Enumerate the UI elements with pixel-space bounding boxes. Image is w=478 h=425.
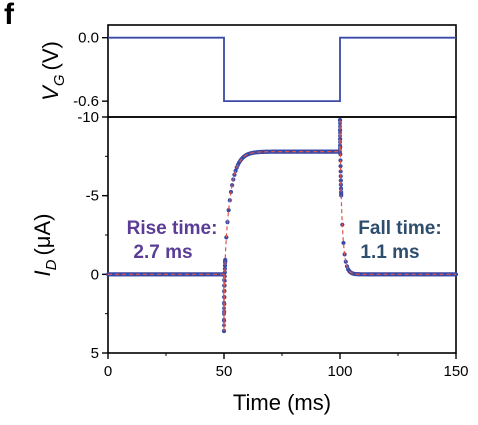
data-point	[338, 149, 342, 154]
top-y-tick-label: 0.0	[78, 30, 99, 47]
x-tick-label: 50	[216, 363, 233, 380]
x-tick-label: 100	[327, 363, 352, 380]
rise-annotation-line2: 2.7 ms	[133, 242, 192, 263]
top-plot-frame	[107, 24, 457, 118]
bottom-y-axis-label: ID(μA)	[30, 214, 60, 277]
bottom-y-tick-label: 5	[91, 345, 99, 362]
data-point	[223, 257, 228, 263]
fall-annotation-line1: Fall time:	[358, 218, 441, 239]
gate-voltage-trace	[108, 36, 456, 103]
data-point	[341, 240, 346, 246]
data-point	[338, 178, 343, 183]
bottom-panel: -10-505 0 50 100 150 ID(μA) Time (ms) Rise …	[30, 109, 469, 415]
bottom-y-tick-label: 0	[91, 266, 99, 283]
data-point	[222, 263, 228, 268]
panel-letter: f	[4, 0, 14, 31]
x-tick-label: 0	[104, 363, 112, 380]
top-panel: 0.0 -0.6 VG(V)	[38, 24, 457, 118]
x-tick-label: 150	[443, 363, 468, 380]
rise-annotation-line1: Rise time:	[127, 218, 218, 239]
fall-annotation-line2: 1.1 ms	[360, 242, 419, 263]
data-point	[338, 137, 342, 141]
data-point	[224, 235, 229, 240]
bottom-y-ticks: -10 -5 0 5	[77, 109, 108, 362]
top-y-axis-label: VG(V)	[38, 41, 68, 101]
top-y-tick-label: -0.6	[73, 93, 99, 110]
data-point	[338, 143, 342, 148]
bottom-y-tick-label: -10	[77, 109, 99, 126]
top-y-ticks: 0.0 -0.6	[73, 30, 108, 110]
x-axis-label: Time (ms)	[233, 390, 331, 415]
bottom-x-ticks: 0 50 100 150	[104, 353, 469, 380]
data-point	[338, 169, 343, 174]
data-point	[226, 208, 231, 213]
data-point	[233, 168, 238, 173]
drain-current-fit-line	[108, 120, 456, 331]
bottom-y-tick-label: -5	[86, 188, 99, 205]
data-point	[338, 164, 343, 169]
